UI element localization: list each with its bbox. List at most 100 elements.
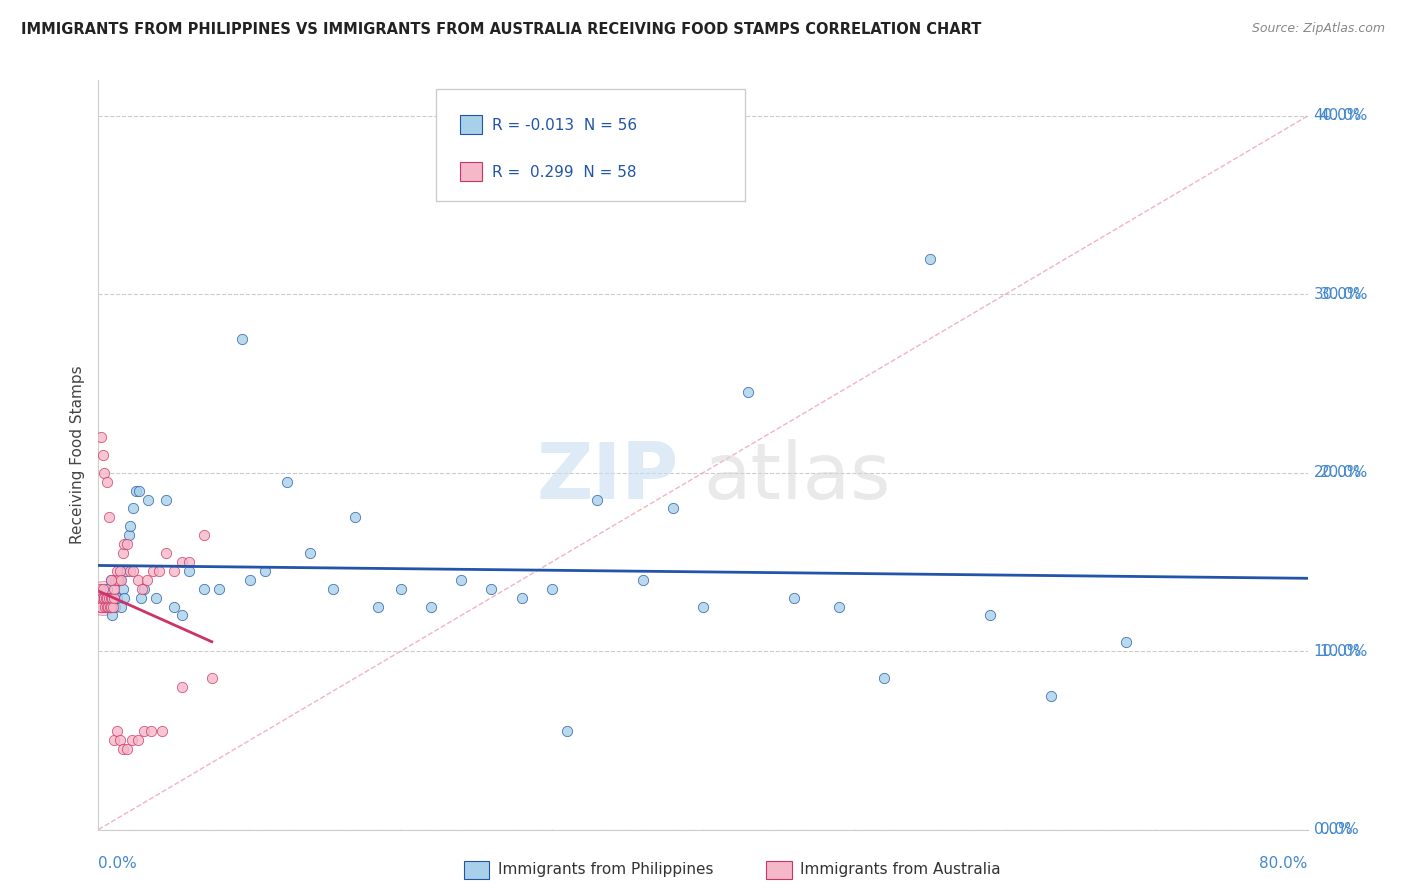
Point xyxy=(420,599,443,614)
Point xyxy=(105,724,128,739)
Point xyxy=(201,671,224,685)
Point xyxy=(105,591,128,605)
Point xyxy=(107,573,129,587)
Point xyxy=(111,742,134,756)
Point xyxy=(510,591,533,605)
Text: 30.0%: 30.0% xyxy=(1313,287,1362,301)
Point xyxy=(231,332,253,346)
Text: 0.0%: 0.0% xyxy=(1313,822,1353,837)
Text: 10.0%: 10.0% xyxy=(1313,644,1362,658)
Text: IMMIGRANTS FROM PHILIPPINES VS IMMIGRANTS FROM AUSTRALIA RECEIVING FOOD STAMPS C: IMMIGRANTS FROM PHILIPPINES VS IMMIGRANT… xyxy=(21,22,981,37)
Point xyxy=(120,519,142,533)
Point xyxy=(132,582,155,596)
Point xyxy=(135,573,157,587)
Point xyxy=(118,528,141,542)
Point xyxy=(112,537,135,551)
Point xyxy=(783,591,806,605)
Point xyxy=(540,582,562,596)
Point xyxy=(93,591,115,605)
Point xyxy=(122,501,145,516)
Point xyxy=(179,555,201,569)
Point xyxy=(344,510,367,524)
Y-axis label: Receiving Food Stamps: Receiving Food Stamps xyxy=(69,366,84,544)
Point xyxy=(103,591,125,605)
Text: atlas: atlas xyxy=(703,440,890,516)
Point xyxy=(108,733,131,747)
Text: Immigrants from Philippines: Immigrants from Philippines xyxy=(498,863,713,877)
Point xyxy=(101,608,124,623)
Text: 40.0%: 40.0% xyxy=(1313,109,1362,123)
Point xyxy=(142,564,165,578)
Point xyxy=(108,573,131,587)
Point xyxy=(115,742,138,756)
Point xyxy=(179,564,201,578)
Point xyxy=(979,608,1001,623)
Point xyxy=(103,591,125,605)
Point xyxy=(828,599,851,614)
Point xyxy=(114,564,136,578)
Point xyxy=(127,573,149,587)
Point xyxy=(104,573,127,587)
Point xyxy=(367,599,389,614)
Point xyxy=(91,591,114,605)
Point xyxy=(193,582,215,596)
Point xyxy=(481,582,503,596)
Point xyxy=(163,599,186,614)
Point xyxy=(110,573,132,587)
Point xyxy=(1115,635,1137,649)
Point xyxy=(103,733,125,747)
Point xyxy=(91,582,114,596)
Point xyxy=(96,599,118,614)
Point xyxy=(737,385,759,400)
Point xyxy=(110,599,132,614)
Point xyxy=(450,573,472,587)
Point xyxy=(299,546,322,560)
Text: 20.0%: 20.0% xyxy=(1320,466,1368,480)
Point xyxy=(131,582,153,596)
Point xyxy=(132,724,155,739)
Point xyxy=(94,599,117,614)
Text: R = -0.013  N = 56: R = -0.013 N = 56 xyxy=(492,118,637,133)
Point xyxy=(93,591,115,605)
Text: 30.0%: 30.0% xyxy=(1320,287,1368,301)
Point xyxy=(253,564,276,578)
Point xyxy=(93,466,115,480)
Point xyxy=(107,573,129,587)
Point xyxy=(105,564,128,578)
Point xyxy=(101,599,124,614)
Point xyxy=(145,591,167,605)
Point xyxy=(692,599,714,614)
Point xyxy=(136,492,159,507)
Point xyxy=(90,430,112,444)
Point xyxy=(128,483,150,498)
Point xyxy=(121,733,143,747)
Point xyxy=(89,582,111,596)
Point xyxy=(112,591,135,605)
Point xyxy=(918,252,941,266)
Point xyxy=(155,546,177,560)
Point xyxy=(163,564,186,578)
Point xyxy=(150,724,173,739)
Text: 10.0%: 10.0% xyxy=(1320,644,1368,658)
Point xyxy=(108,564,131,578)
Point xyxy=(97,599,120,614)
Point xyxy=(96,591,118,605)
Point xyxy=(91,591,114,605)
Text: 0.0%: 0.0% xyxy=(1320,822,1358,837)
Point xyxy=(586,492,609,507)
Point xyxy=(111,546,134,560)
Point xyxy=(91,448,114,462)
Point xyxy=(170,555,193,569)
Point xyxy=(98,591,121,605)
Point xyxy=(122,564,145,578)
Point xyxy=(94,591,117,605)
Point xyxy=(170,680,193,694)
Point xyxy=(155,492,177,507)
Point xyxy=(96,582,118,596)
Point xyxy=(98,510,121,524)
Point xyxy=(631,573,654,587)
Point xyxy=(90,599,112,614)
Point xyxy=(127,733,149,747)
Point xyxy=(96,475,118,489)
Text: 80.0%: 80.0% xyxy=(1260,856,1308,871)
